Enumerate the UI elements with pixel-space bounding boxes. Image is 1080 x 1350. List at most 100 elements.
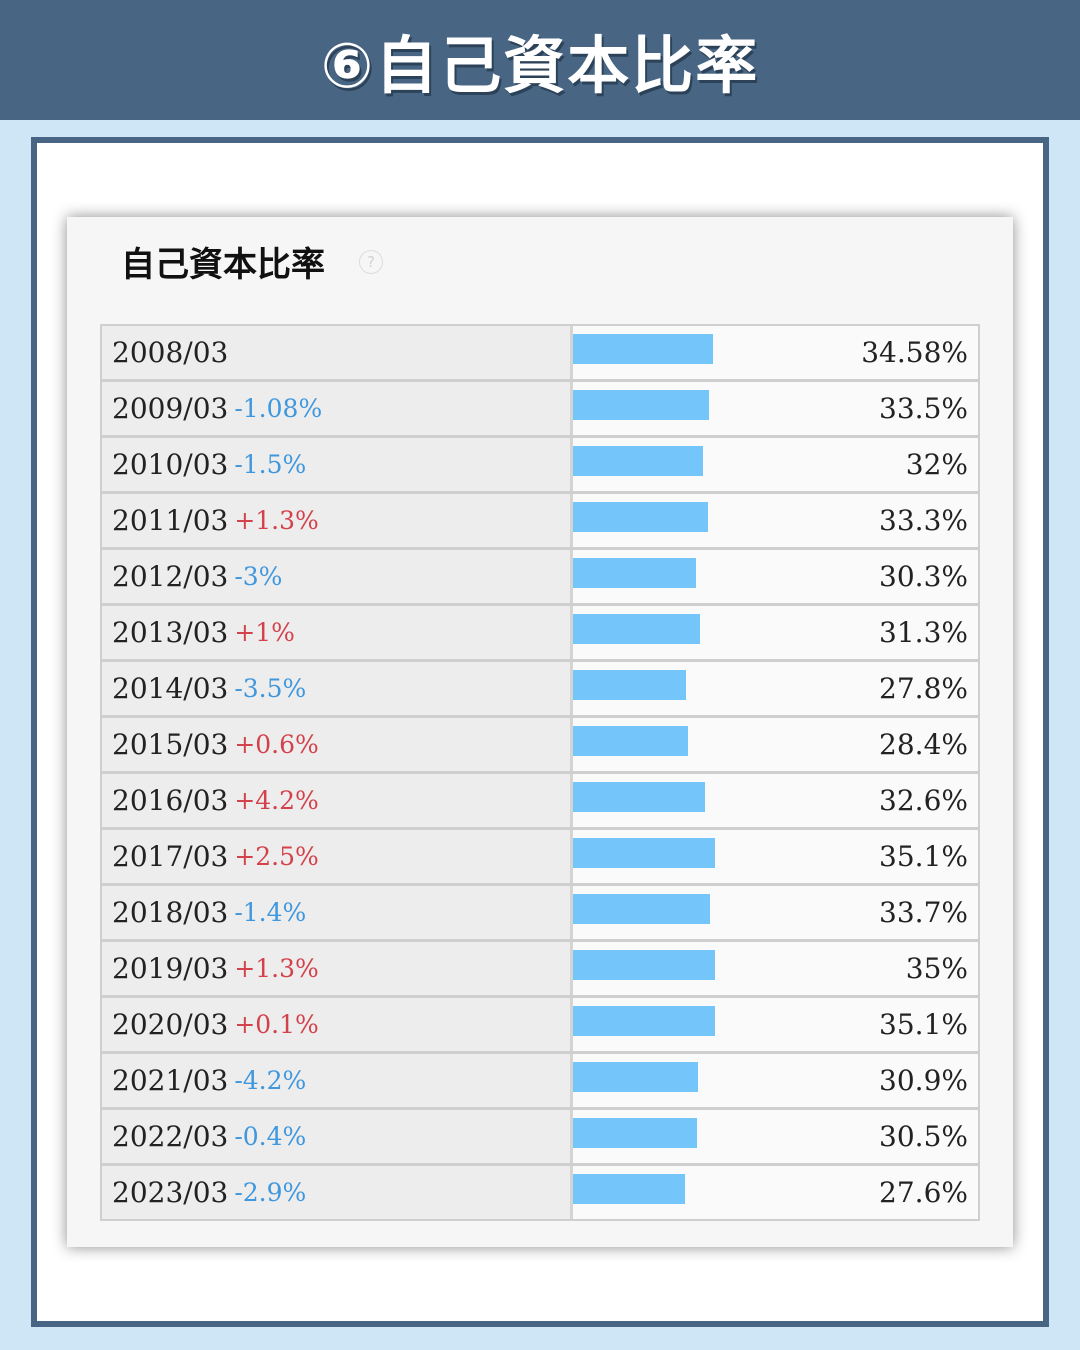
value-label: 32% [905, 448, 968, 481]
bar [573, 446, 703, 476]
date-label: 2008/03 [112, 336, 229, 369]
bar [573, 1006, 716, 1036]
column-divider [570, 886, 573, 939]
row-label: 2023/03 -2.9% [102, 1166, 570, 1219]
date-label: 2013/03 [112, 616, 229, 649]
row-label: 2017/03 +2.5% [102, 830, 570, 883]
table-row: 2011/03 +1.3% 33.3% [102, 494, 978, 547]
date-label: 2017/03 [112, 840, 229, 873]
table-row: 2018/03 -1.4% 33.7% [102, 886, 978, 939]
help-icon[interactable]: ? [359, 250, 383, 274]
table-row: 2013/03 +1% 31.3% [102, 606, 978, 659]
bar [573, 1118, 697, 1148]
table-row: 2020/03 +0.1% 35.1% [102, 998, 978, 1051]
date-label: 2020/03 [112, 1008, 229, 1041]
bar [573, 670, 686, 700]
bar-cell: 34.58% [573, 326, 978, 379]
column-divider [570, 1054, 573, 1107]
bar-cell: 30.3% [573, 550, 978, 603]
card-title: 自己資本比率 [121, 245, 325, 285]
header-title: ⑥自己資本比率 [320, 29, 760, 102]
value-label: 33.7% [879, 896, 968, 929]
column-divider [570, 494, 573, 547]
row-label: 2014/03 -3.5% [102, 662, 570, 715]
bar-cell: 27.6% [573, 1166, 978, 1219]
row-label: 2022/03 -0.4% [102, 1110, 570, 1163]
column-divider [570, 606, 573, 659]
column-divider [570, 942, 573, 995]
value-label: 35% [905, 952, 968, 985]
value-label: 32.6% [879, 784, 968, 817]
column-divider [570, 662, 573, 715]
column-divider [570, 1166, 573, 1219]
row-label: 2011/03 +1.3% [102, 494, 570, 547]
row-label: 2012/03 -3% [102, 550, 570, 603]
row-label: 2010/03 -1.5% [102, 438, 570, 491]
change-label: -1.5% [234, 450, 307, 479]
change-label: -0.4% [234, 1122, 307, 1151]
date-label: 2011/03 [112, 504, 229, 537]
date-label: 2023/03 [112, 1176, 229, 1209]
date-label: 2018/03 [112, 896, 229, 929]
bar-cell: 35% [573, 942, 978, 995]
date-label: 2021/03 [112, 1064, 229, 1097]
bar [573, 334, 713, 364]
bar-cell: 30.5% [573, 1110, 978, 1163]
table-row: 2021/03 -4.2% 30.9% [102, 1054, 978, 1107]
row-label: 2016/03 +4.2% [102, 774, 570, 827]
bar [573, 614, 700, 644]
row-label: 2008/03 [102, 326, 570, 379]
change-label: -3% [234, 562, 283, 591]
change-label: +1.3% [234, 506, 319, 535]
change-label: -1.4% [234, 898, 307, 927]
equity-ratio-card: 自己資本比率 ? 2008/03 34.58% 2009/03 -1.08% 33.5%… [67, 217, 1013, 1247]
bar [573, 838, 716, 868]
change-label: -4.2% [234, 1066, 307, 1095]
bar-cell: 35.1% [573, 830, 978, 883]
bar-cell: 35.1% [573, 998, 978, 1051]
date-label: 2009/03 [112, 392, 229, 425]
date-label: 2014/03 [112, 672, 229, 705]
table-row: 2012/03 -3% 30.3% [102, 550, 978, 603]
bar [573, 558, 696, 588]
bar-cell: 31.3% [573, 606, 978, 659]
column-divider [570, 382, 573, 435]
header-banner: ⑥自己資本比率 [0, 0, 1080, 120]
date-label: 2015/03 [112, 728, 229, 761]
row-label: 2015/03 +0.6% [102, 718, 570, 771]
bar [573, 1174, 685, 1204]
change-label: +1% [234, 618, 295, 647]
row-label: 2013/03 +1% [102, 606, 570, 659]
date-label: 2016/03 [112, 784, 229, 817]
bar [573, 950, 715, 980]
table-row: 2010/03 -1.5% 32% [102, 438, 978, 491]
bar-cell: 33.3% [573, 494, 978, 547]
bar-cell: 30.9% [573, 1054, 978, 1107]
value-label: 30.3% [879, 560, 968, 593]
value-label: 33.5% [879, 392, 968, 425]
bar-cell: 28.4% [573, 718, 978, 771]
date-label: 2012/03 [112, 560, 229, 593]
value-label: 35.1% [879, 1008, 968, 1041]
value-label: 33.3% [879, 504, 968, 537]
row-label: 2021/03 -4.2% [102, 1054, 570, 1107]
value-label: 27.6% [879, 1176, 968, 1209]
bar [573, 502, 708, 532]
table-row: 2017/03 +2.5% 35.1% [102, 830, 978, 883]
bar-cell: 32% [573, 438, 978, 491]
bar-cell: 33.7% [573, 886, 978, 939]
change-label: +2.5% [234, 842, 319, 871]
column-divider [570, 774, 573, 827]
change-label: -1.08% [234, 394, 323, 423]
bar [573, 726, 688, 756]
column-divider [570, 830, 573, 883]
change-label: +1.3% [234, 954, 319, 983]
column-divider [570, 438, 573, 491]
date-label: 2010/03 [112, 448, 229, 481]
date-label: 2022/03 [112, 1120, 229, 1153]
value-label: 34.58% [861, 336, 968, 369]
value-label: 35.1% [879, 840, 968, 873]
row-label: 2020/03 +0.1% [102, 998, 570, 1051]
row-label: 2019/03 +1.3% [102, 942, 570, 995]
change-label: +0.1% [234, 1010, 319, 1039]
